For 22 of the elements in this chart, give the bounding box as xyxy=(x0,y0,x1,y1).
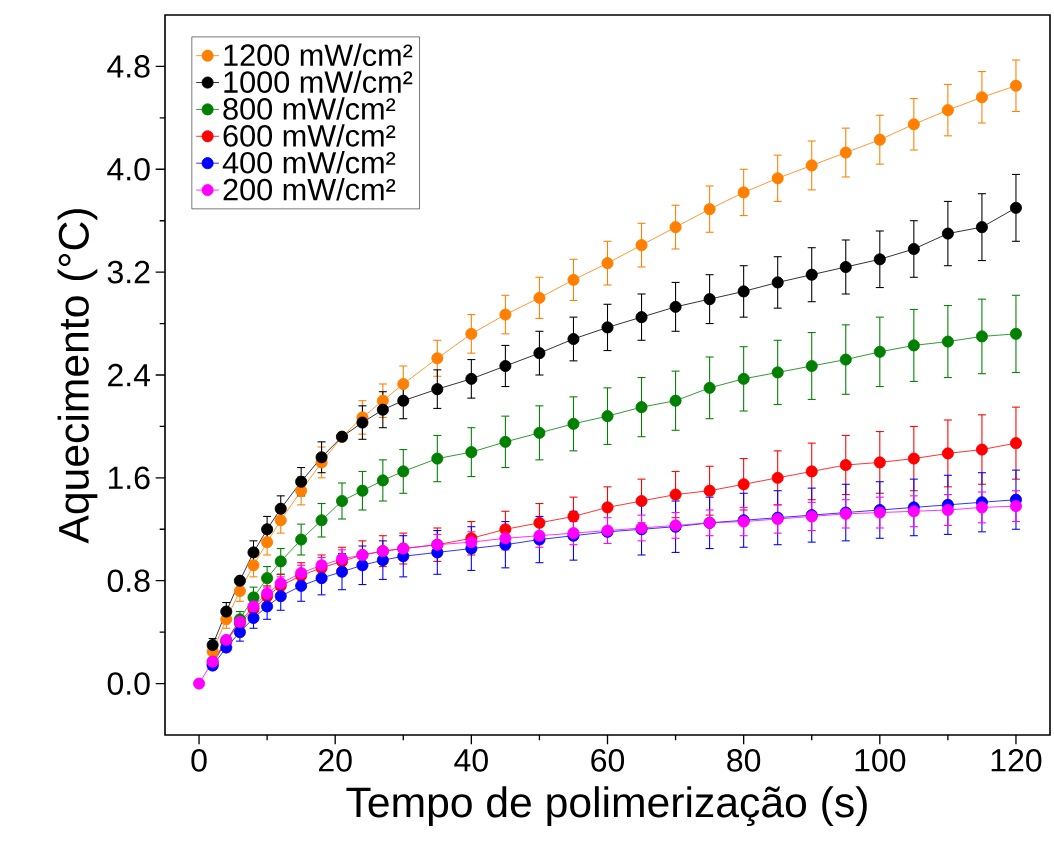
legend-label: 200 mW/cm² xyxy=(223,177,396,201)
legend-label: 800 mW/cm² xyxy=(223,97,396,120)
x-axis-title: Tempo de polimerização (s) xyxy=(346,786,867,827)
x-tick-label: 120 xyxy=(991,749,1042,772)
x-tick-label: 40 xyxy=(454,749,488,772)
y-tick-label: 4.8 xyxy=(107,55,150,78)
y-tick-label: 0.0 xyxy=(107,672,150,695)
y-tick-label: 3.2 xyxy=(107,260,150,284)
y-tick-label: 4.0 xyxy=(107,157,150,181)
y-tick-label: 2.4 xyxy=(108,363,151,387)
legend-label: 1200 mW/cm² xyxy=(224,43,413,67)
x-tick-label: 100 xyxy=(855,749,906,772)
y-tick-label: 1.6 xyxy=(108,466,150,490)
x-tick-label: 60 xyxy=(591,749,625,772)
y-tick-label: 0.8 xyxy=(107,569,150,593)
y-axis-title: Aquecimento (°C) xyxy=(57,209,98,544)
x-tick-label: 20 xyxy=(319,749,352,772)
x-tick-label: 80 xyxy=(727,749,761,772)
legend-label: 600 mW/cm² xyxy=(223,124,396,147)
legend-label: 400 mW/cm² xyxy=(222,151,396,174)
legend-label: 1000 mW/cm² xyxy=(224,70,413,93)
x-tick-label: 0 xyxy=(191,749,207,772)
